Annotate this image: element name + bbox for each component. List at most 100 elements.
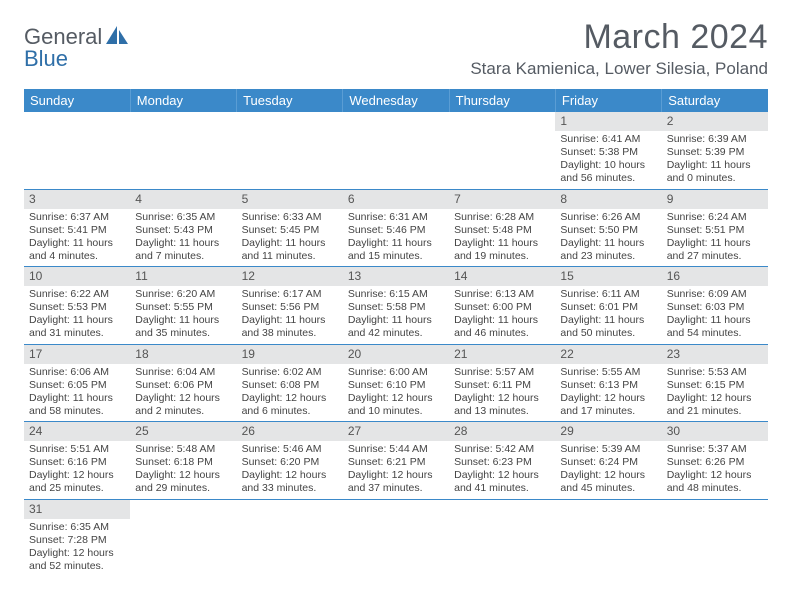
- day-number: 27: [343, 422, 449, 441]
- daylight-text: Daylight: 12 hours and 2 minutes.: [135, 392, 231, 418]
- day-details: Sunrise: 5:39 AMSunset: 6:24 PMDaylight:…: [555, 441, 661, 499]
- sunset-text: Sunset: 6:23 PM: [454, 456, 550, 469]
- calendar-cell: 17Sunrise: 6:06 AMSunset: 6:05 PMDayligh…: [24, 344, 130, 422]
- day-number: 23: [662, 345, 768, 364]
- sunset-text: Sunset: 5:58 PM: [348, 301, 444, 314]
- day-number: 21: [449, 345, 555, 364]
- calendar-week: 10Sunrise: 6:22 AMSunset: 5:53 PMDayligh…: [24, 267, 768, 345]
- day-number: 16: [662, 267, 768, 286]
- day-number: 17: [24, 345, 130, 364]
- daylight-text: Daylight: 11 hours and 0 minutes.: [667, 159, 763, 185]
- day-number: 8: [555, 190, 661, 209]
- day-header: Monday: [130, 89, 236, 112]
- day-details: Sunrise: 6:28 AMSunset: 5:48 PMDaylight:…: [449, 209, 555, 267]
- sunrise-text: Sunrise: 6:26 AM: [560, 211, 656, 224]
- day-details: Sunrise: 6:04 AMSunset: 6:06 PMDaylight:…: [130, 364, 236, 422]
- day-details: Sunrise: 6:02 AMSunset: 6:08 PMDaylight:…: [237, 364, 343, 422]
- calendar-cell: 21 Sunrise: 5:57 AMSunset: 6:11 PMDayligh…: [449, 344, 555, 422]
- sunrise-text: Sunrise: 5:51 AM: [29, 443, 125, 456]
- sunrise-text: Sunrise: 6:39 AM: [667, 133, 763, 146]
- daylight-text: Daylight: 11 hours and 35 minutes.: [135, 314, 231, 340]
- day-number: 2: [662, 112, 768, 131]
- sunrise-text: Sunrise: 6:00 AM: [348, 366, 444, 379]
- day-details: Sunrise: 5:37 AMSunset: 6:26 PMDaylight:…: [662, 441, 768, 499]
- calendar-cell: 29Sunrise: 5:39 AMSunset: 6:24 PMDayligh…: [555, 422, 661, 500]
- day-number: 18: [130, 345, 236, 364]
- day-number: 26: [237, 422, 343, 441]
- day-number: 1: [555, 112, 661, 131]
- sunrise-text: Sunrise: 5:55 AM: [560, 366, 656, 379]
- day-number: 28: [449, 422, 555, 441]
- daylight-text: Daylight: 12 hours and 17 minutes.: [560, 392, 656, 418]
- sunrise-text: Sunrise: 6:04 AM: [135, 366, 231, 379]
- sunrise-text: Sunrise: 6:15 AM: [348, 288, 444, 301]
- day-header: Tuesday: [237, 89, 343, 112]
- calendar-cell: 3Sunrise: 6:37 AMSunset: 5:41 PMDaylight…: [24, 189, 130, 267]
- sunset-text: Sunset: 6:01 PM: [560, 301, 656, 314]
- daylight-text: Daylight: 11 hours and 54 minutes.: [667, 314, 763, 340]
- day-details: Sunrise: 5:51 AMSunset: 6:16 PMDaylight:…: [24, 441, 130, 499]
- sunset-text: Sunset: 6:00 PM: [454, 301, 550, 314]
- day-number: 12: [237, 267, 343, 286]
- calendar-week: 3Sunrise: 6:37 AMSunset: 5:41 PMDaylight…: [24, 189, 768, 267]
- sunset-text: Sunset: 6:08 PM: [242, 379, 338, 392]
- sunrise-text: Sunrise: 5:53 AM: [667, 366, 763, 379]
- logo-sail-icon: [106, 24, 128, 50]
- day-number: 13: [343, 267, 449, 286]
- calendar-week: 17Sunrise: 6:06 AMSunset: 6:05 PMDayligh…: [24, 344, 768, 422]
- day-number: 15: [555, 267, 661, 286]
- daylight-text: Daylight: 11 hours and 31 minutes.: [29, 314, 125, 340]
- day-number: 5: [237, 190, 343, 209]
- calendar-cell: 12Sunrise: 6:17 AMSunset: 5:56 PMDayligh…: [237, 267, 343, 345]
- calendar-cell: [237, 112, 343, 189]
- daylight-text: Daylight: 12 hours and 41 minutes.: [454, 469, 550, 495]
- sunset-text: Sunset: 6:11 PM: [454, 379, 550, 392]
- calendar-cell: [130, 112, 236, 189]
- day-header: Wednesday: [343, 89, 449, 112]
- daylight-text: Daylight: 12 hours and 10 minutes.: [348, 392, 444, 418]
- sunrise-text: Sunrise: 5:37 AM: [667, 443, 763, 456]
- logo-text-2: Blue: [24, 46, 68, 72]
- sunrise-text: Sunrise: 5:57 AM: [454, 366, 550, 379]
- day-details: Sunrise: 6:33 AMSunset: 5:45 PMDaylight:…: [237, 209, 343, 267]
- daylight-text: Daylight: 12 hours and 45 minutes.: [560, 469, 656, 495]
- sunset-text: Sunset: 5:43 PM: [135, 224, 231, 237]
- calendar-cell: 20Sunrise: 6:00 AMSunset: 6:10 PMDayligh…: [343, 344, 449, 422]
- daylight-text: Daylight: 12 hours and 29 minutes.: [135, 469, 231, 495]
- daylight-text: Daylight: 12 hours and 13 minutes.: [454, 392, 550, 418]
- calendar-cell: [449, 112, 555, 189]
- sunrise-text: Sunrise: 6:33 AM: [242, 211, 338, 224]
- sunset-text: Sunset: 5:45 PM: [242, 224, 338, 237]
- page-header: General March 2024 Stara Kamienica, Lowe…: [24, 18, 768, 79]
- sunrise-text: Sunrise: 5:42 AM: [454, 443, 550, 456]
- sunset-text: Sunset: 6:24 PM: [560, 456, 656, 469]
- calendar-cell: 2Sunrise: 6:39 AMSunset: 5:39 PMDaylight…: [662, 112, 768, 189]
- sunset-text: Sunset: 6:20 PM: [242, 456, 338, 469]
- location-subtitle: Stara Kamienica, Lower Silesia, Poland: [470, 59, 768, 79]
- day-number: 14: [449, 267, 555, 286]
- day-details: Sunrise: 6:09 AMSunset: 6:03 PMDaylight:…: [662, 286, 768, 344]
- sunset-text: Sunset: 6:05 PM: [29, 379, 125, 392]
- daylight-text: Daylight: 11 hours and 7 minutes.: [135, 237, 231, 263]
- sunrise-text: Sunrise: 6:11 AM: [560, 288, 656, 301]
- calendar-header-row: SundayMondayTuesdayWednesdayThursdayFrid…: [24, 89, 768, 112]
- sunrise-text: Sunrise: 6:20 AM: [135, 288, 231, 301]
- calendar-cell: [24, 112, 130, 189]
- sunset-text: Sunset: 7:28 PM: [29, 534, 125, 547]
- calendar-cell: 30Sunrise: 5:37 AMSunset: 6:26 PMDayligh…: [662, 422, 768, 500]
- day-number: 22: [555, 345, 661, 364]
- day-details: Sunrise: 6:11 AMSunset: 6:01 PMDaylight:…: [555, 286, 661, 344]
- day-number: 19: [237, 345, 343, 364]
- calendar-cell: 15Sunrise: 6:11 AMSunset: 6:01 PMDayligh…: [555, 267, 661, 345]
- calendar-cell: 13Sunrise: 6:15 AMSunset: 5:58 PMDayligh…: [343, 267, 449, 345]
- calendar-cell: [343, 112, 449, 189]
- calendar-cell: [662, 499, 768, 576]
- daylight-text: Daylight: 11 hours and 46 minutes.: [454, 314, 550, 340]
- daylight-text: Daylight: 12 hours and 33 minutes.: [242, 469, 338, 495]
- day-details: Sunrise: 5:42 AMSunset: 6:23 PMDaylight:…: [449, 441, 555, 499]
- daylight-text: Daylight: 11 hours and 23 minutes.: [560, 237, 656, 263]
- calendar-cell: [130, 499, 236, 576]
- calendar-week: 24Sunrise: 5:51 AMSunset: 6:16 PMDayligh…: [24, 422, 768, 500]
- sunrise-text: Sunrise: 6:24 AM: [667, 211, 763, 224]
- day-number: 7: [449, 190, 555, 209]
